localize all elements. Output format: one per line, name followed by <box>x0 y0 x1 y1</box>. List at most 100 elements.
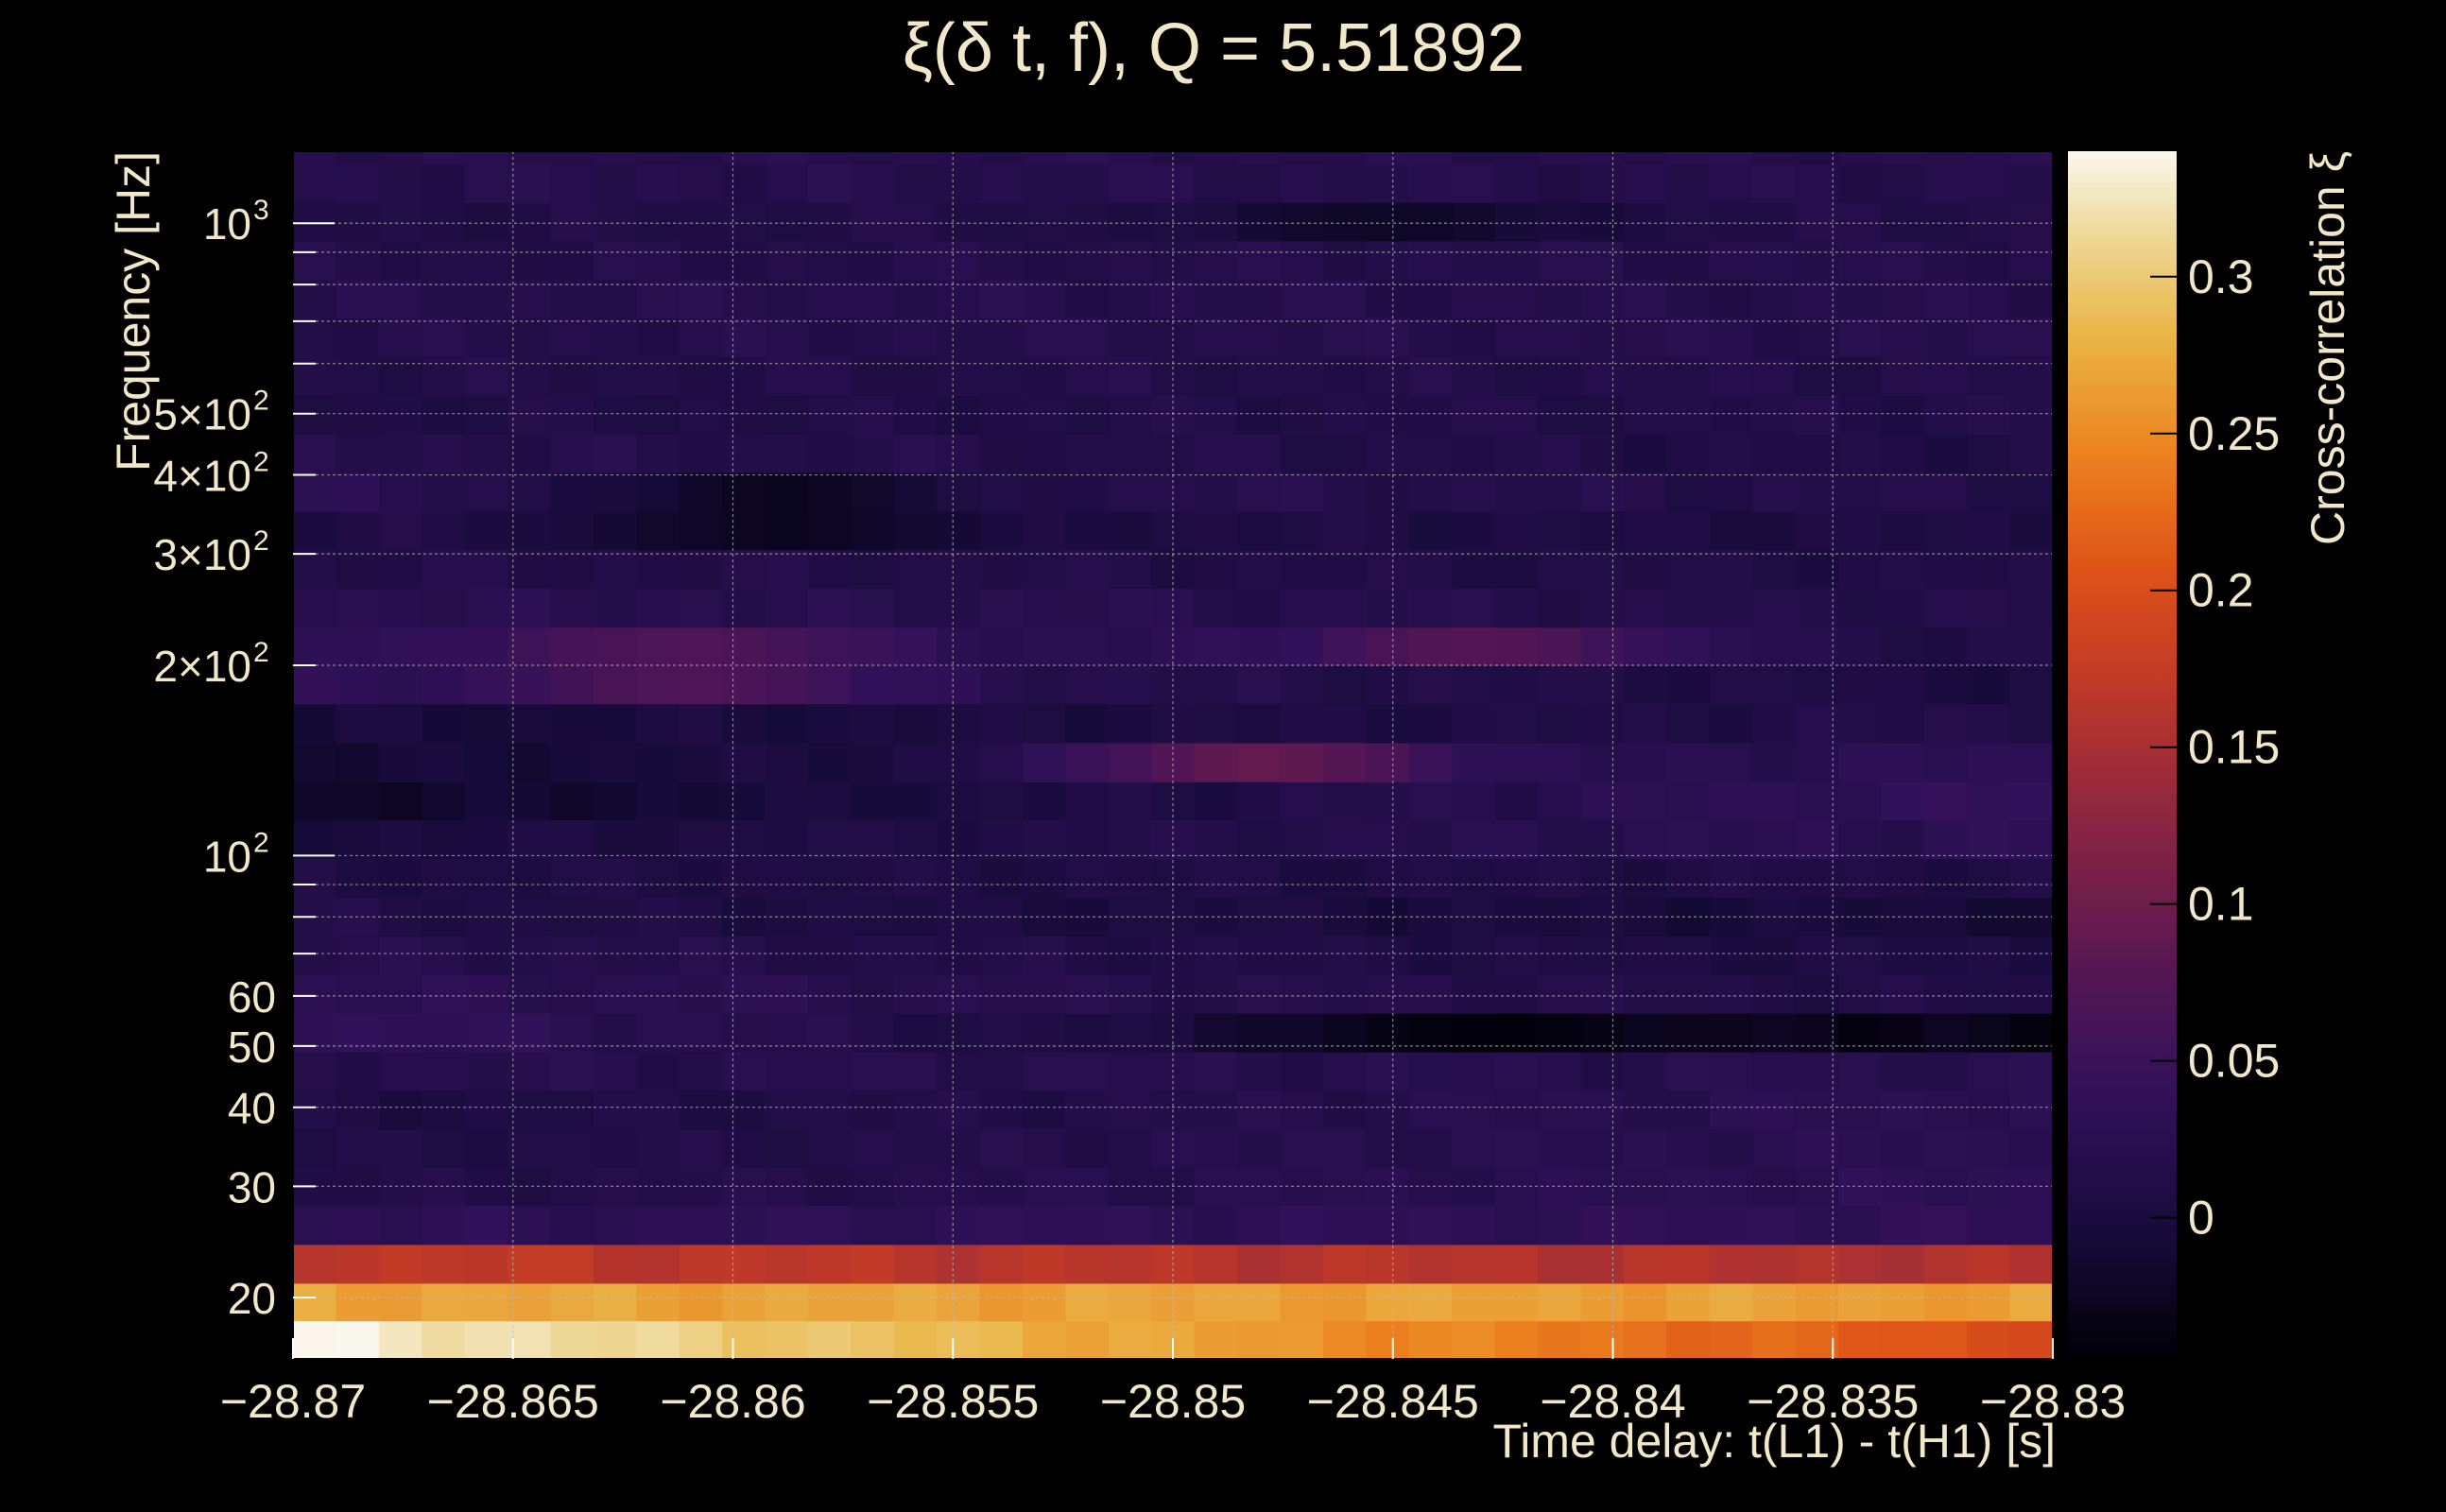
heatmap-cell <box>1623 1282 1668 1322</box>
heatmap-cell <box>1752 664 1797 705</box>
heatmap-cell <box>550 858 594 899</box>
heatmap-cell <box>979 1282 1024 1322</box>
heatmap-cell <box>1023 588 1067 628</box>
heatmap-cell <box>336 703 380 744</box>
heatmap-cell <box>1065 318 1110 357</box>
heatmap-cell <box>464 627 508 666</box>
heatmap-cell <box>1881 664 1925 705</box>
heatmap-cell <box>979 974 1024 1014</box>
heatmap-cell <box>422 240 466 281</box>
heatmap-cell <box>679 318 723 357</box>
heatmap-cell <box>636 819 680 860</box>
colorbar-axis: 0 0.05 0.1 0.15 0.2 0.25 0.3 <box>2150 250 2280 1245</box>
heatmap-cell <box>378 472 423 512</box>
heatmap-cell <box>1494 1244 1539 1284</box>
heatmap-cell <box>422 1282 466 1322</box>
heatmap-cell <box>1237 395 1282 435</box>
heatmap-cell <box>1023 1205 1067 1246</box>
colorbar-tick-label: 0.25 <box>2188 407 2280 460</box>
heatmap-cell <box>1108 858 1153 899</box>
heatmap-cell <box>1881 588 1925 628</box>
heatmap-cell <box>636 627 680 666</box>
heatmap-cell <box>937 858 981 899</box>
heatmap-cell <box>1709 1282 1753 1322</box>
heatmap-cell <box>508 703 552 744</box>
heatmap-cell <box>1709 356 1753 396</box>
heatmap-cell <box>722 627 767 666</box>
heatmap-cell <box>422 1320 466 1360</box>
heatmap-cell <box>893 1320 939 1360</box>
heatmap-cell <box>893 433 939 473</box>
heatmap-cell <box>2009 163 2054 203</box>
heatmap-cell <box>1494 627 1539 666</box>
heatmap-cell <box>1752 279 1797 318</box>
heatmap-cell <box>893 936 939 975</box>
heatmap-cell <box>1623 664 1668 705</box>
heatmap-cell <box>1709 742 1753 782</box>
heatmap-cell <box>1494 703 1539 744</box>
heatmap-cell <box>1023 510 1067 551</box>
heatmap-cell <box>1366 240 1410 281</box>
heatmap-cell <box>508 151 552 164</box>
heatmap-cell <box>293 395 337 435</box>
heatmap-cell <box>1666 240 1711 281</box>
heatmap-cell <box>1194 395 1238 435</box>
heatmap-cell <box>422 936 466 975</box>
heatmap-cell <box>378 356 423 396</box>
heatmap-cell <box>508 936 552 975</box>
heatmap-cell <box>1795 279 1839 318</box>
heatmap-cell <box>1280 279 1324 318</box>
heatmap-cell <box>1752 742 1797 782</box>
heatmap-cell <box>807 1090 853 1130</box>
heatmap-cell <box>508 433 552 473</box>
heatmap-cell <box>1923 1205 1968 1246</box>
heatmap-cell <box>1366 433 1410 473</box>
heatmap-cell <box>1709 664 1753 705</box>
heatmap-cell <box>550 151 594 164</box>
heatmap-cell <box>1881 395 1925 435</box>
heatmap-cell <box>2009 819 2054 860</box>
heatmap-cell <box>593 858 638 899</box>
heatmap-cell <box>1881 318 1925 357</box>
heatmap-cell <box>378 201 423 242</box>
heatmap-cell <box>1494 858 1539 899</box>
heatmap-cell <box>1881 936 1925 975</box>
heatmap-cell <box>1408 819 1453 860</box>
heatmap-cell <box>679 395 723 435</box>
heatmap-cell <box>1108 151 1153 164</box>
heatmap-cell <box>1023 936 1067 975</box>
heatmap-cell <box>593 395 638 435</box>
heatmap-cell <box>1408 1205 1453 1246</box>
heatmap-cell <box>293 1051 337 1091</box>
heatmap-cell <box>1023 318 1067 357</box>
heatmap-cell <box>378 1051 423 1091</box>
heatmap-cell <box>1023 549 1067 589</box>
heatmap-cell <box>1837 1282 1883 1322</box>
heatmap-cell <box>550 433 594 473</box>
heatmap-cell <box>1709 279 1753 318</box>
heatmap-cell <box>1408 472 1453 512</box>
heatmap-cell <box>1881 356 1925 396</box>
heatmap-cell <box>807 279 853 318</box>
heatmap-cell <box>807 163 853 203</box>
heatmap-cell <box>2009 1090 2054 1130</box>
heatmap-cell <box>464 1244 508 1284</box>
heatmap-cell <box>1452 201 1496 242</box>
heatmap-cell <box>1194 510 1238 551</box>
heatmap-cell <box>593 1244 638 1284</box>
heatmap-cell <box>593 1205 638 1246</box>
heatmap-cell <box>1709 163 1753 203</box>
heatmap-cell <box>1709 472 1753 512</box>
heatmap-cell <box>1408 395 1453 435</box>
heatmap-cell <box>422 664 466 705</box>
heatmap-cell <box>1322 318 1368 357</box>
heatmap-cell <box>937 1244 981 1284</box>
heatmap-cell <box>893 627 939 666</box>
heatmap-cell <box>1752 433 1797 473</box>
heatmap-cell <box>1795 974 1839 1014</box>
heatmap-cell <box>1709 974 1753 1014</box>
heatmap-cell <box>722 588 767 628</box>
heatmap-cell <box>2009 433 2054 473</box>
heatmap-cell <box>1065 395 1110 435</box>
